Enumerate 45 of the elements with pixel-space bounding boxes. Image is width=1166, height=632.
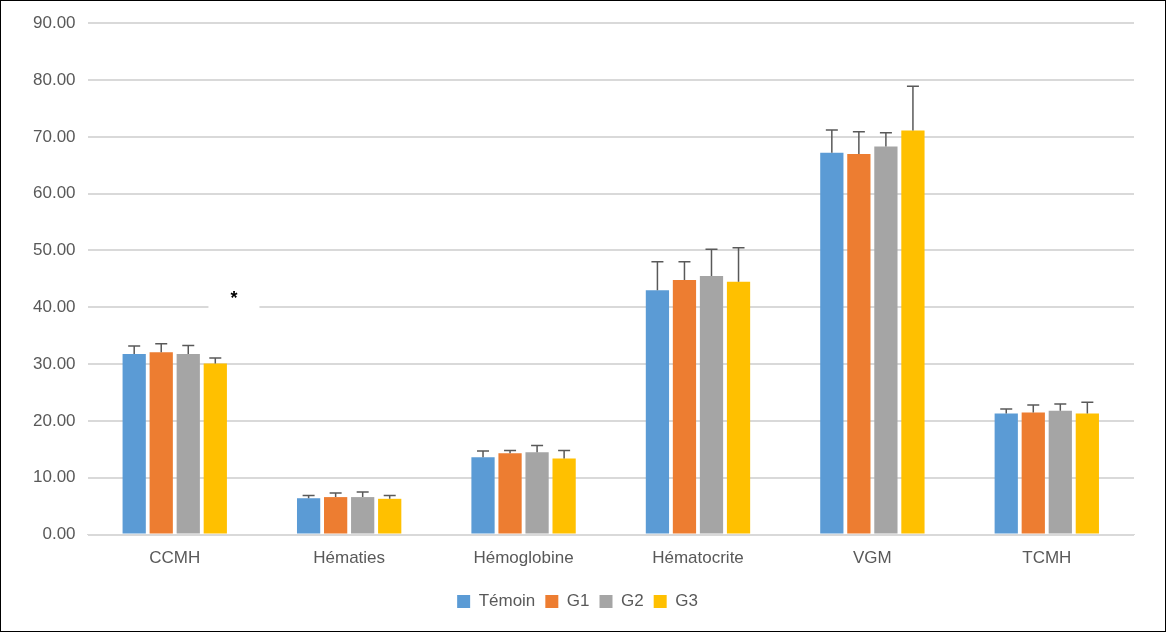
y-tick-label: 70.00 bbox=[32, 126, 76, 146]
bar bbox=[901, 130, 925, 534]
bar bbox=[699, 276, 724, 534]
bar bbox=[122, 353, 146, 534]
x-tick-label: Hématies bbox=[313, 548, 386, 568]
y-tick-label: 90.00 bbox=[32, 12, 76, 32]
legend-label: Témoin bbox=[478, 591, 536, 611]
y-tick-label: 0.00 bbox=[42, 524, 76, 544]
bar bbox=[471, 457, 495, 534]
x-tick-label: VGM bbox=[853, 548, 892, 568]
bar bbox=[874, 146, 898, 534]
bar bbox=[378, 498, 402, 534]
y-tick-label: 60.00 bbox=[32, 183, 76, 203]
bar bbox=[203, 363, 227, 534]
bar bbox=[1021, 412, 1045, 534]
bar bbox=[498, 453, 522, 534]
bar bbox=[176, 353, 200, 534]
bar bbox=[994, 413, 1018, 534]
bar bbox=[552, 458, 576, 534]
bar bbox=[726, 281, 751, 534]
bar bbox=[525, 452, 549, 534]
legend-label: G2 bbox=[621, 591, 644, 611]
legend-label: G3 bbox=[675, 591, 698, 611]
y-tick-label: 30.00 bbox=[32, 353, 76, 373]
y-tick-label: 20.00 bbox=[32, 410, 76, 430]
bar bbox=[820, 152, 844, 534]
y-tick-label: 10.00 bbox=[32, 467, 76, 487]
bar bbox=[149, 352, 173, 534]
x-tick-label: Hématocrite bbox=[652, 548, 744, 568]
bar bbox=[296, 498, 321, 534]
annotation: * bbox=[230, 287, 238, 308]
bar bbox=[645, 290, 670, 534]
bar bbox=[351, 497, 375, 534]
y-tick-label: 40.00 bbox=[32, 297, 76, 316]
x-tick-label: CCMH bbox=[149, 548, 201, 568]
x-tick-label: TCMH bbox=[1022, 548, 1072, 568]
bar bbox=[672, 280, 697, 534]
bar bbox=[1048, 410, 1072, 534]
y-tick-label: 80.00 bbox=[32, 69, 76, 89]
legend-label: G1 bbox=[566, 591, 590, 611]
y-tick-label: 50.00 bbox=[32, 240, 76, 260]
bar bbox=[1075, 413, 1099, 534]
x-tick-label: Hémoglobine bbox=[473, 548, 574, 568]
bar bbox=[324, 497, 348, 534]
bar bbox=[847, 153, 871, 534]
